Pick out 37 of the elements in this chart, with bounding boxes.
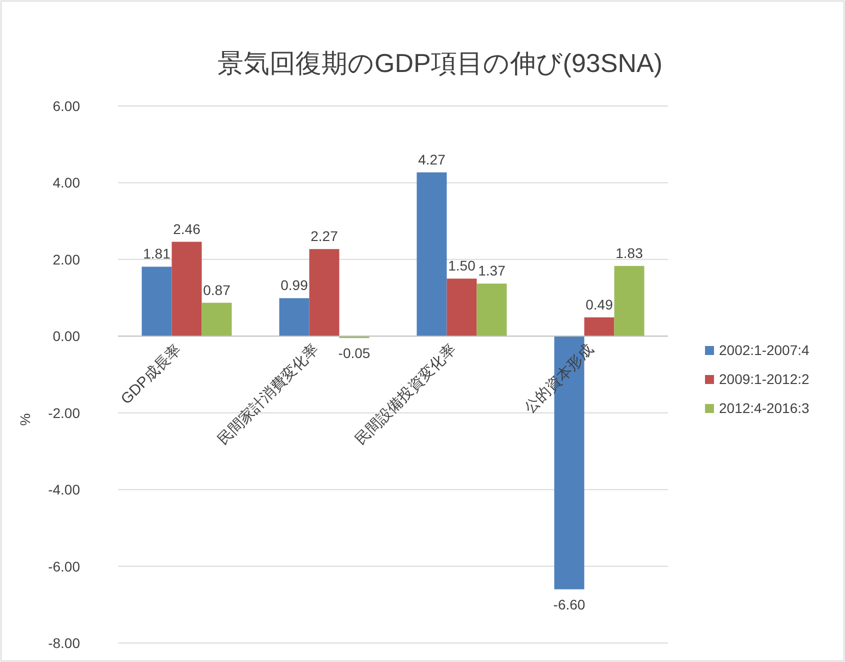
bar bbox=[172, 242, 202, 336]
y-tick-label: 0.00 bbox=[52, 328, 80, 344]
data-label: -6.60 bbox=[553, 596, 586, 612]
bar bbox=[416, 172, 447, 336]
data-label: 0.99 bbox=[280, 277, 308, 294]
y-axis-title: % bbox=[17, 413, 33, 426]
data-label: 1.83 bbox=[616, 244, 644, 261]
x-tick-label: 民間家計消費変化率 bbox=[214, 340, 322, 448]
data-label: -0.05 bbox=[338, 345, 370, 362]
data-label: 4.27 bbox=[418, 151, 446, 168]
data-label: 0.49 bbox=[586, 296, 614, 312]
legend-label: 2012:4-2016:3 bbox=[719, 400, 810, 416]
bar bbox=[614, 266, 644, 336]
y-tick-label: -4.00 bbox=[48, 482, 80, 498]
chart-title: 景気回復期のGDP項目の伸び(93SNA) bbox=[217, 48, 663, 78]
bar bbox=[279, 298, 310, 336]
data-label: 2.46 bbox=[173, 220, 201, 237]
data-label: 1.50 bbox=[448, 258, 476, 274]
data-label: 0.87 bbox=[203, 282, 231, 298]
bar bbox=[309, 249, 340, 336]
y-tick-label: -2.00 bbox=[48, 404, 80, 421]
bar bbox=[142, 266, 172, 336]
data-label: 1.37 bbox=[478, 262, 506, 279]
x-tick-label: 公的資本形成 bbox=[521, 340, 598, 417]
legend-label: 2002:1-2007:4 bbox=[719, 342, 810, 358]
y-tick-label: 6.00 bbox=[52, 98, 80, 114]
y-tick-label: 2.00 bbox=[52, 251, 80, 268]
bar bbox=[476, 284, 507, 336]
y-tick-label: -8.00 bbox=[48, 635, 80, 651]
y-tick-label: 4.00 bbox=[52, 174, 80, 191]
bar bbox=[446, 278, 477, 336]
data-label: 1.81 bbox=[143, 246, 171, 262]
data-label: 2.27 bbox=[310, 228, 338, 244]
bar bbox=[584, 317, 614, 336]
legend-label: 2009:1-2012:2 bbox=[719, 371, 810, 387]
bar bbox=[202, 302, 232, 336]
y-tick-label: -6.00 bbox=[48, 558, 80, 574]
